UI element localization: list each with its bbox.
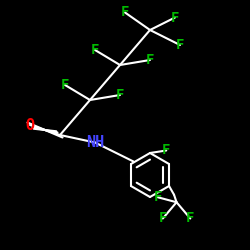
Text: F: F [158,212,167,226]
Text: F: F [154,190,162,204]
Text: F: F [121,6,129,20]
Text: F: F [171,10,179,24]
Text: F: F [61,78,69,92]
Text: F: F [146,53,154,67]
Text: O: O [26,118,35,132]
Text: F: F [186,212,194,226]
Text: F: F [91,43,99,57]
Text: F: F [176,38,184,52]
Text: NH: NH [86,135,104,150]
Text: F: F [162,144,170,158]
Text: F: F [116,88,124,102]
